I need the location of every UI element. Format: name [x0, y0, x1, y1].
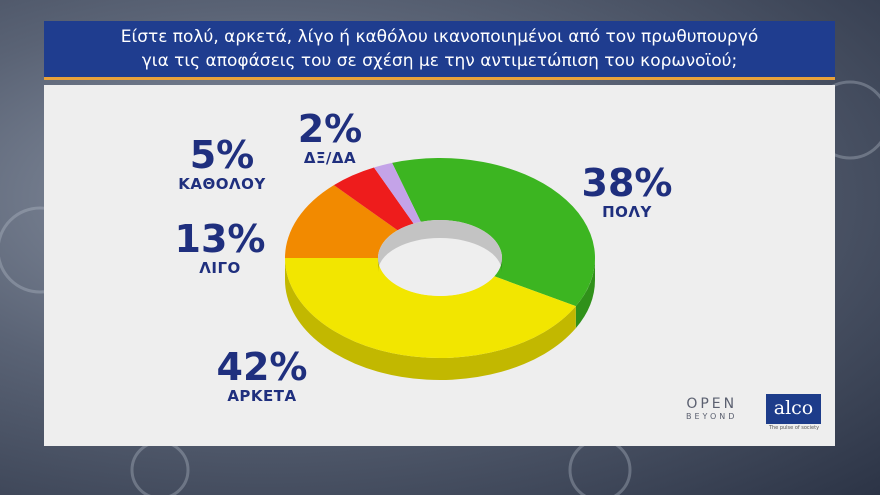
question-line-2: για τις αποφάσεις του σε σχέση με την αν… [141, 51, 738, 71]
question-line-1: Είστε πολύ, αρκετά, λίγο ή καθόλου ικανο… [120, 27, 759, 47]
alco-tagline: The pulse of society [768, 425, 820, 431]
donut-hole [378, 220, 502, 296]
category-label-arketa: ΑΡΚΕΤΑ [227, 387, 297, 405]
slice-dxda [374, 162, 421, 224]
slice-side-poly [575, 258, 595, 329]
label-poly: 38% ΠΟΛΥ [572, 163, 682, 221]
category-label-dxda: ΔΞ/ΔΑ [303, 149, 357, 167]
slice-katholou [333, 167, 414, 231]
value-label-katholou: 5% [189, 133, 255, 177]
alco-logo: alco [766, 394, 821, 424]
open-beyond-logo: OPEN BEYOND [686, 396, 737, 422]
category-label-ligo: ΛΙΓΟ [199, 259, 241, 277]
slice-ligo [285, 185, 398, 258]
open-logo-text: OPEN [686, 396, 738, 412]
donut-inner-wall [378, 220, 502, 272]
category-label-poly: ΠΟΛΥ [602, 203, 652, 221]
beyond-logo-text: BEYOND [686, 412, 738, 421]
label-katholou: 5% ΚΑΘΟΛΟΥ [172, 135, 272, 193]
slice-poly [392, 158, 595, 307]
slice-side-arketa [285, 258, 576, 380]
donut-chart [285, 158, 595, 380]
value-label-arketa: 42% [216, 345, 308, 389]
category-label-katholou: ΚΑΘΟΛΟΥ [178, 175, 266, 193]
label-arketa: 42% ΑΡΚΕΤΑ [207, 347, 317, 405]
value-label-poly: 38% [581, 161, 673, 205]
label-ligo: 13% ΛΙΓΟ [170, 219, 270, 277]
value-label-ligo: 13% [174, 217, 266, 261]
label-dxda: 2% ΔΞ/ΔΑ [285, 109, 375, 167]
value-label-dxda: 2% [297, 107, 363, 151]
question-title-bar: Είστε πολύ, αρκετά, λίγο ή καθόλου ικανο… [44, 21, 835, 80]
slice-arketa [285, 258, 576, 358]
chart-panel: 38% ΠΟΛΥ 42% ΑΡΚΕΤΑ 13% ΛΙΓΟ 5% ΚΑΘΟΛΟΥ … [44, 85, 835, 446]
